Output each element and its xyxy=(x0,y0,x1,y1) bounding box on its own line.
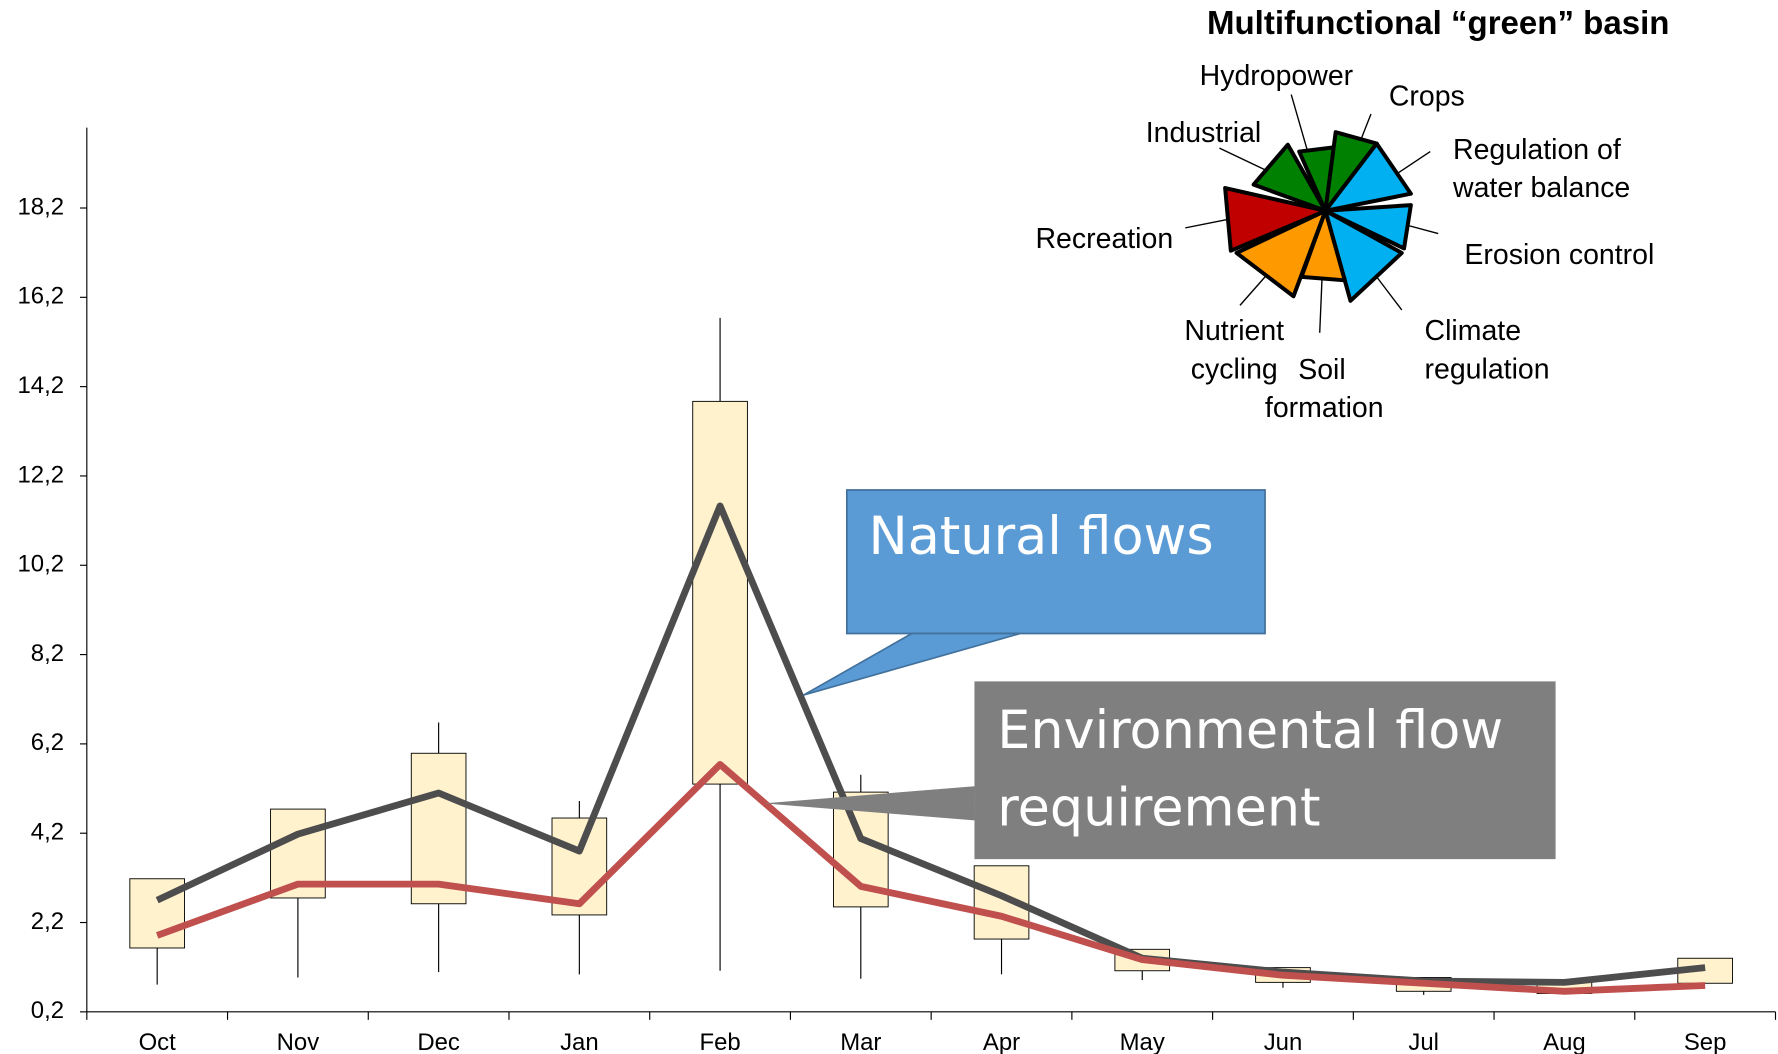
callout-text: Environmental flow xyxy=(997,700,1503,761)
x-tick-label: Jan xyxy=(560,1029,599,1054)
box xyxy=(693,401,748,784)
x-tick-label: Aug xyxy=(1543,1029,1586,1054)
x-tick-label: Apr xyxy=(983,1029,1020,1054)
inset-label: Recreation xyxy=(1036,223,1174,255)
y-tick-label: 18,2 xyxy=(18,193,65,220)
inset-label: Crops xyxy=(1389,81,1465,113)
x-tick-label: Nov xyxy=(277,1029,320,1054)
inset-label: formation xyxy=(1265,392,1384,424)
callout-text: requirement xyxy=(997,777,1320,838)
x-tick-label: Oct xyxy=(139,1029,177,1054)
y-tick-label: 6,2 xyxy=(31,729,64,756)
inset-title: Multifunctional “green” basin xyxy=(1207,5,1669,42)
x-tick-label: Feb xyxy=(699,1029,740,1054)
y-tick-label: 10,2 xyxy=(18,551,65,578)
inset-label: Hydropower xyxy=(1200,60,1353,92)
chart: Multifunctional “green” basin 0,2 2,2 4,2 6… xyxy=(0,0,1778,1054)
y-tick-label: 2,2 xyxy=(31,908,64,935)
x-tick-label: Sep xyxy=(1684,1029,1727,1054)
y-tick-label: 14,2 xyxy=(18,372,65,399)
inset-label: water balance xyxy=(1452,172,1630,204)
x-tick-label: May xyxy=(1120,1029,1165,1054)
y-tick-label: 8,2 xyxy=(31,640,64,667)
x-tick-label: Dec xyxy=(417,1029,460,1054)
x-tick-label: Jul xyxy=(1408,1029,1439,1054)
y-tick-label: 0,2 xyxy=(31,997,64,1024)
callout-text: Natural flows xyxy=(868,506,1213,567)
inset-label: Nutrient xyxy=(1184,315,1284,347)
inset-label: Climate xyxy=(1425,315,1522,347)
inset-label: Regulation of xyxy=(1453,134,1621,166)
inset-label: regulation xyxy=(1425,353,1550,385)
x-tick-label: Jun xyxy=(1264,1029,1303,1054)
inset-label: Soil xyxy=(1298,354,1345,386)
x-tick-label: Mar xyxy=(840,1029,881,1054)
y-tick-label: 16,2 xyxy=(18,283,65,310)
inset-label: cycling xyxy=(1191,353,1278,385)
y-tick-label: 12,2 xyxy=(18,461,65,488)
inset-label: Erosion control xyxy=(1464,239,1654,271)
y-tick-label: 4,2 xyxy=(31,819,64,846)
inset-label: Industrial xyxy=(1146,117,1262,149)
